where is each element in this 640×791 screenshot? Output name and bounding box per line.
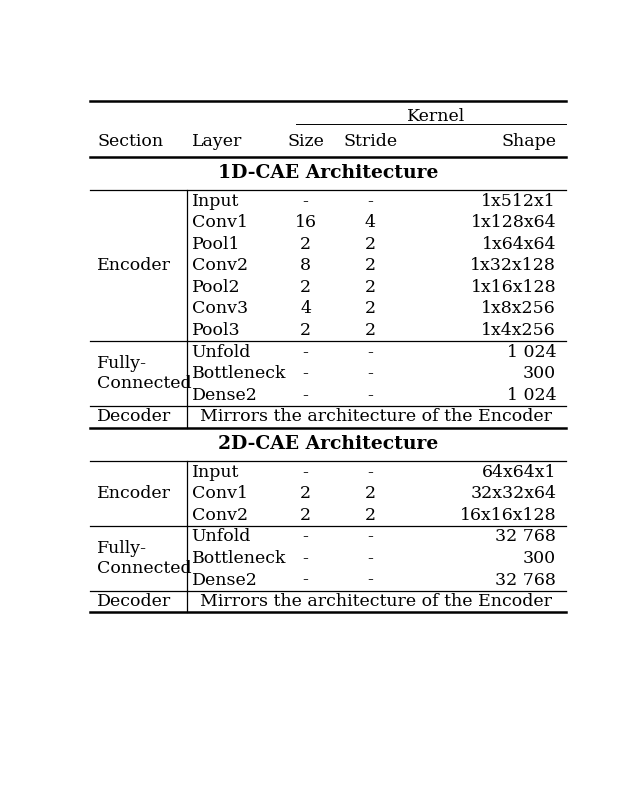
Text: Kernel: Kernel	[407, 108, 465, 125]
Text: -: -	[367, 550, 373, 567]
Text: Mirrors the architecture of the Encoder: Mirrors the architecture of the Encoder	[200, 408, 552, 426]
Text: 1 024: 1 024	[506, 387, 556, 403]
Text: -: -	[367, 528, 373, 546]
Text: -: -	[303, 464, 308, 481]
Text: 1x64x64: 1x64x64	[482, 236, 556, 253]
Text: 8: 8	[300, 257, 311, 274]
Text: 1x4x256: 1x4x256	[481, 322, 556, 339]
Text: Shape: Shape	[501, 133, 556, 149]
Text: Stride: Stride	[343, 133, 397, 149]
Text: 4: 4	[300, 301, 311, 317]
Text: -: -	[303, 550, 308, 567]
Text: 2D-CAE Architecture: 2D-CAE Architecture	[218, 436, 438, 453]
Text: 2: 2	[365, 236, 376, 253]
Text: Encoder: Encoder	[97, 486, 172, 502]
Text: 2: 2	[300, 236, 311, 253]
Text: Fully-
Connected: Fully- Connected	[97, 540, 192, 577]
Text: Size: Size	[287, 133, 324, 149]
Text: 16: 16	[294, 214, 317, 231]
Text: -: -	[367, 343, 373, 361]
Text: Dense2: Dense2	[191, 387, 257, 403]
Text: Encoder: Encoder	[97, 257, 172, 274]
Text: 64x64x1: 64x64x1	[482, 464, 556, 481]
Text: 32 768: 32 768	[495, 528, 556, 546]
Text: 4: 4	[365, 214, 376, 231]
Text: -: -	[303, 528, 308, 546]
Text: 300: 300	[523, 550, 556, 567]
Text: Pool3: Pool3	[191, 322, 240, 339]
Text: 2: 2	[365, 486, 376, 502]
Text: Bottleneck: Bottleneck	[191, 550, 286, 567]
Text: -: -	[367, 193, 373, 210]
Text: Input: Input	[191, 464, 239, 481]
Text: Input: Input	[191, 193, 239, 210]
Text: Conv1: Conv1	[191, 486, 248, 502]
Text: Conv3: Conv3	[191, 301, 248, 317]
Text: Decoder: Decoder	[97, 593, 172, 610]
Text: Mirrors the architecture of the Encoder: Mirrors the architecture of the Encoder	[200, 593, 552, 610]
Text: 1x32x128: 1x32x128	[470, 257, 556, 274]
Text: 2: 2	[300, 279, 311, 296]
Text: 2: 2	[365, 279, 376, 296]
Text: Conv2: Conv2	[191, 257, 248, 274]
Text: 300: 300	[523, 365, 556, 382]
Text: -: -	[303, 387, 308, 403]
Text: 2: 2	[300, 507, 311, 524]
Text: Decoder: Decoder	[97, 408, 172, 426]
Text: 1x128x64: 1x128x64	[470, 214, 556, 231]
Text: -: -	[367, 572, 373, 589]
Text: Layer: Layer	[191, 133, 242, 149]
Text: 2: 2	[365, 301, 376, 317]
Text: Conv1: Conv1	[191, 214, 248, 231]
Text: 2: 2	[300, 322, 311, 339]
Text: 2: 2	[365, 507, 376, 524]
Text: Bottleneck: Bottleneck	[191, 365, 286, 382]
Text: Pool1: Pool1	[191, 236, 240, 253]
Text: 2: 2	[300, 486, 311, 502]
Text: Dense2: Dense2	[191, 572, 257, 589]
Text: 32x32x64: 32x32x64	[470, 486, 556, 502]
Text: Pool2: Pool2	[191, 279, 240, 296]
Text: 1x8x256: 1x8x256	[481, 301, 556, 317]
Text: -: -	[367, 464, 373, 481]
Text: Section: Section	[97, 133, 163, 149]
Text: 1x512x1: 1x512x1	[481, 193, 556, 210]
Text: -: -	[367, 387, 373, 403]
Text: Conv2: Conv2	[191, 507, 248, 524]
Text: 2: 2	[365, 322, 376, 339]
Text: Fully-
Connected: Fully- Connected	[97, 355, 192, 392]
Text: -: -	[367, 365, 373, 382]
Text: -: -	[303, 572, 308, 589]
Text: Unfold: Unfold	[191, 528, 251, 546]
Text: 1D-CAE Architecture: 1D-CAE Architecture	[218, 165, 438, 183]
Text: 2: 2	[365, 257, 376, 274]
Text: -: -	[303, 343, 308, 361]
Text: -: -	[303, 365, 308, 382]
Text: -: -	[303, 193, 308, 210]
Text: 16x16x128: 16x16x128	[460, 507, 556, 524]
Text: 32 768: 32 768	[495, 572, 556, 589]
Text: 1x16x128: 1x16x128	[470, 279, 556, 296]
Text: Unfold: Unfold	[191, 343, 251, 361]
Text: 1 024: 1 024	[506, 343, 556, 361]
